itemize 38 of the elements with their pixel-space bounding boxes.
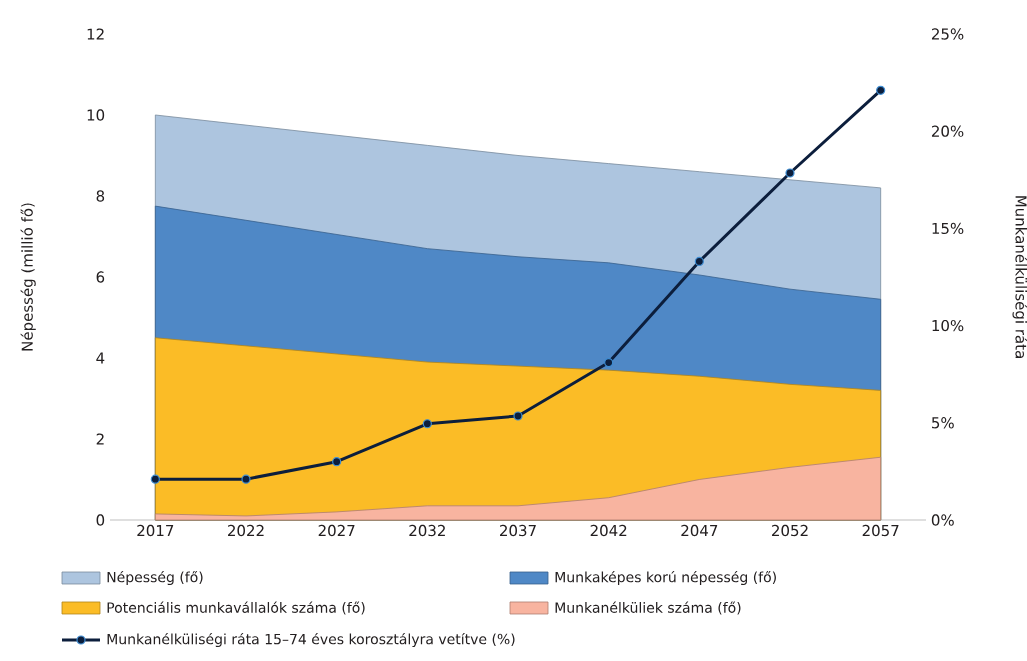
point [876, 85, 886, 95]
y2-tick-label: 25% [931, 28, 964, 40]
x-tick-label: 2042 [590, 524, 627, 537]
legend-label: Népesség (fő) [107, 570, 203, 586]
point [422, 419, 432, 429]
x-tick-label: 2057 [862, 524, 899, 537]
y-tick-label: 6 [96, 271, 105, 283]
x-tick-label: 2037 [500, 524, 536, 537]
y2-tick-label: 5% [932, 417, 954, 429]
x-tick-label: 2052 [772, 524, 808, 537]
point [241, 474, 251, 484]
point [604, 357, 614, 368]
point [332, 457, 342, 467]
y2-tick-label: 15% [932, 222, 964, 235]
y-tick-label: 4 [96, 352, 105, 364]
point [694, 256, 704, 267]
x-tick-label: 2017 [137, 524, 174, 537]
x-tick-label: 2027 [318, 524, 355, 537]
y-tick-label: 0 [96, 514, 105, 526]
y-axis-title: Népesség (millió fő) [20, 203, 36, 351]
point [785, 168, 795, 178]
y2-tick-label: 10% [932, 319, 964, 332]
point [513, 411, 523, 421]
x-tick-label: 2032 [409, 524, 445, 537]
x-tick-label: 2047 [681, 524, 718, 537]
y-tick-label: 2 [96, 433, 104, 445]
legend-label: Potenciális munkavállalók száma (fő) [107, 601, 365, 615]
y-tick-label: 10 [87, 109, 105, 121]
y2-axis-title: Munkanélküliségi ráta [1012, 196, 1027, 358]
x-tick-label: 2022 [228, 524, 264, 537]
legend-label: Munkaképes korú népesség (fő) [555, 570, 776, 586]
legend-label: Munkanélküliségi ráta 15–74 éves korosztályra vetítve (%) [107, 632, 515, 648]
y-tick-label: 8 [96, 190, 105, 202]
y-tick-label: 12 [87, 28, 104, 40]
y2-tick-label: 0% [931, 514, 954, 526]
y2-tick-label: 20% [931, 125, 964, 137]
legend-label: Munkanélküliek száma (fő) [555, 601, 741, 615]
point [150, 474, 160, 484]
